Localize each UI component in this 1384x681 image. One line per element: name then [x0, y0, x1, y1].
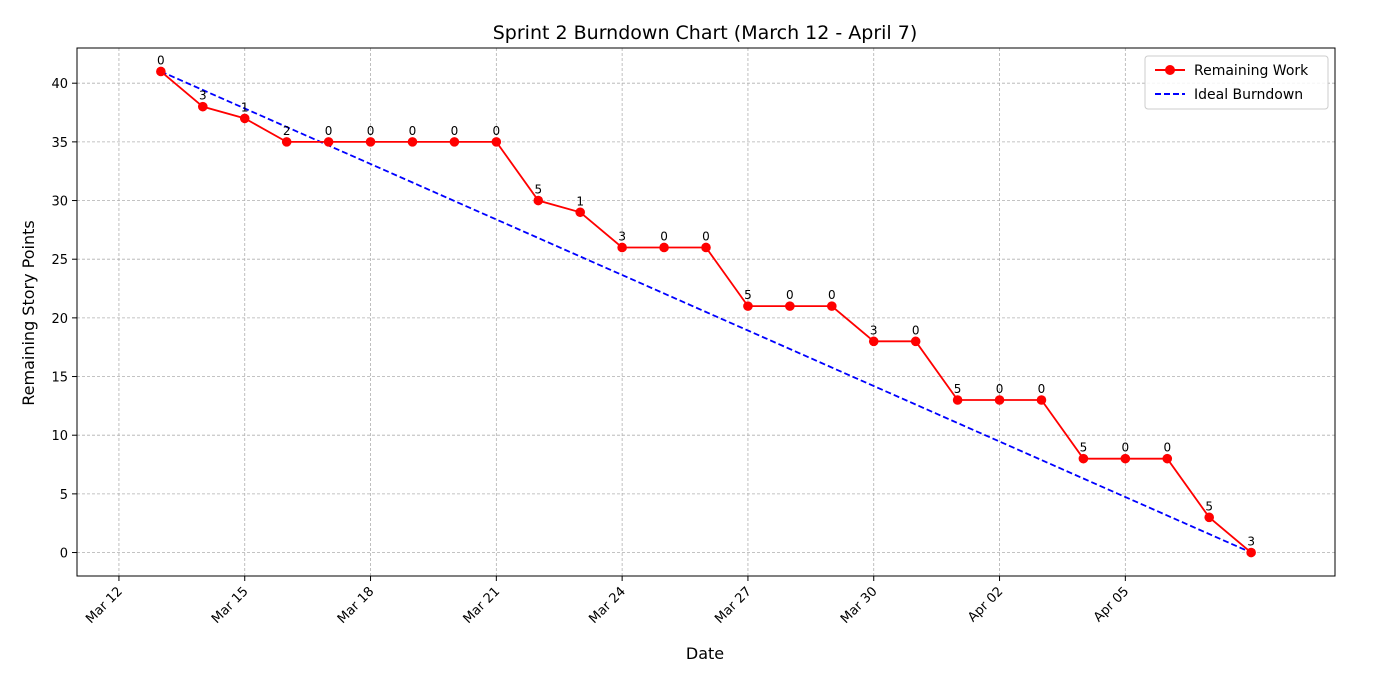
- chart-title: Sprint 2 Burndown Chart (March 12 - Apri…: [493, 22, 917, 44]
- y-tick-label: 15: [51, 371, 68, 386]
- remaining-work-point: [365, 137, 376, 147]
- remaining-work-point: [407, 137, 418, 147]
- y-tick-label: 25: [51, 253, 68, 268]
- point-label: 0: [786, 288, 794, 302]
- y-tick-label: 5: [60, 488, 68, 503]
- remaining-work-point: [449, 137, 460, 147]
- remaining-work-point: [156, 66, 166, 77]
- legend-ideal-burndown-label: Ideal Burndown: [1194, 87, 1303, 103]
- point-label: 3: [1247, 535, 1255, 549]
- remaining-work-series: [156, 66, 1256, 558]
- remaining-work-point: [1078, 453, 1089, 464]
- point-label: 0: [1163, 441, 1171, 455]
- point-label: 0: [157, 53, 165, 67]
- remaining-work-point: [239, 113, 250, 124]
- remaining-work-point: [952, 395, 963, 405]
- remaining-work-point: [281, 137, 292, 147]
- point-label: 0: [1122, 441, 1130, 455]
- point-label: 2: [283, 124, 291, 138]
- y-tick-label: 20: [51, 312, 68, 327]
- y-tick-label: 30: [51, 195, 68, 210]
- point-label: 3: [199, 89, 207, 103]
- y-axis-title: Remaining Story Points: [19, 220, 38, 405]
- plot-frame: [76, 47, 1336, 577]
- y-tick-label: 40: [51, 77, 68, 92]
- grid: [77, 48, 1335, 576]
- remaining-work-point: [533, 195, 544, 206]
- y-tick-label: 10: [51, 429, 68, 444]
- point-label: 3: [618, 229, 626, 243]
- point-label: 0: [325, 124, 333, 138]
- remaining-work-point: [1036, 395, 1047, 405]
- point-label: 1: [576, 194, 584, 208]
- point-label: 0: [996, 382, 1004, 396]
- point-label: 0: [702, 229, 710, 243]
- point-label: 3: [870, 323, 878, 337]
- ideal-burndown-series: [160, 70, 1252, 554]
- remaining-work-point: [1120, 453, 1131, 464]
- point-label: 0: [660, 229, 668, 243]
- point-label: 5: [744, 288, 752, 302]
- point-label: 0: [409, 124, 417, 138]
- point-label: 0: [828, 288, 836, 302]
- remaining-work-point: [701, 242, 711, 253]
- remaining-work-point: [617, 242, 627, 253]
- point-label: 5: [1080, 441, 1088, 455]
- remaining-work-point: [994, 395, 1005, 405]
- remaining-work-point: [1246, 547, 1256, 558]
- x-axis-title: Date: [686, 644, 724, 663]
- legend-remaining-work-label: Remaining Work: [1194, 63, 1309, 79]
- remaining-work-point: [198, 101, 208, 112]
- y-tick-label: 35: [51, 136, 68, 151]
- point-label: 5: [1205, 499, 1213, 513]
- legend-box: [1144, 55, 1329, 110]
- remaining-work-point: [785, 301, 795, 311]
- point-label: 0: [451, 124, 459, 138]
- remaining-work-point: [827, 301, 837, 311]
- remaining-work-point: [491, 137, 502, 147]
- remaining-work-point: [910, 336, 921, 347]
- point-label: 5: [534, 183, 542, 197]
- point-label: 5: [954, 382, 962, 396]
- y-tick-label: 0: [60, 547, 68, 562]
- point-label: 0: [1038, 382, 1046, 396]
- remaining-work-point: [1162, 453, 1173, 464]
- remaining-work-point: [575, 207, 585, 218]
- point-labels: 0 3 1 2 0 0 0 0 0 5 1 3 0 0 5 0 0 3 0 5 0 0 5 0 0 5 3: [157, 53, 1255, 548]
- point-label: 1: [241, 100, 249, 114]
- ideal-burndown-line: [160, 70, 1252, 554]
- remaining-work-point: [323, 137, 334, 147]
- remaining-work-point: [659, 242, 669, 253]
- legend-remaining-work-marker: [1165, 65, 1175, 75]
- remaining-work-point: [1204, 512, 1214, 523]
- remaining-work-point: [743, 301, 753, 311]
- point-label: 0: [912, 323, 920, 337]
- point-label: 0: [493, 124, 501, 138]
- remaining-work-point: [868, 336, 879, 347]
- point-label: 0: [367, 124, 375, 138]
- legend: Remaining Work Ideal Burndown: [1144, 55, 1329, 110]
